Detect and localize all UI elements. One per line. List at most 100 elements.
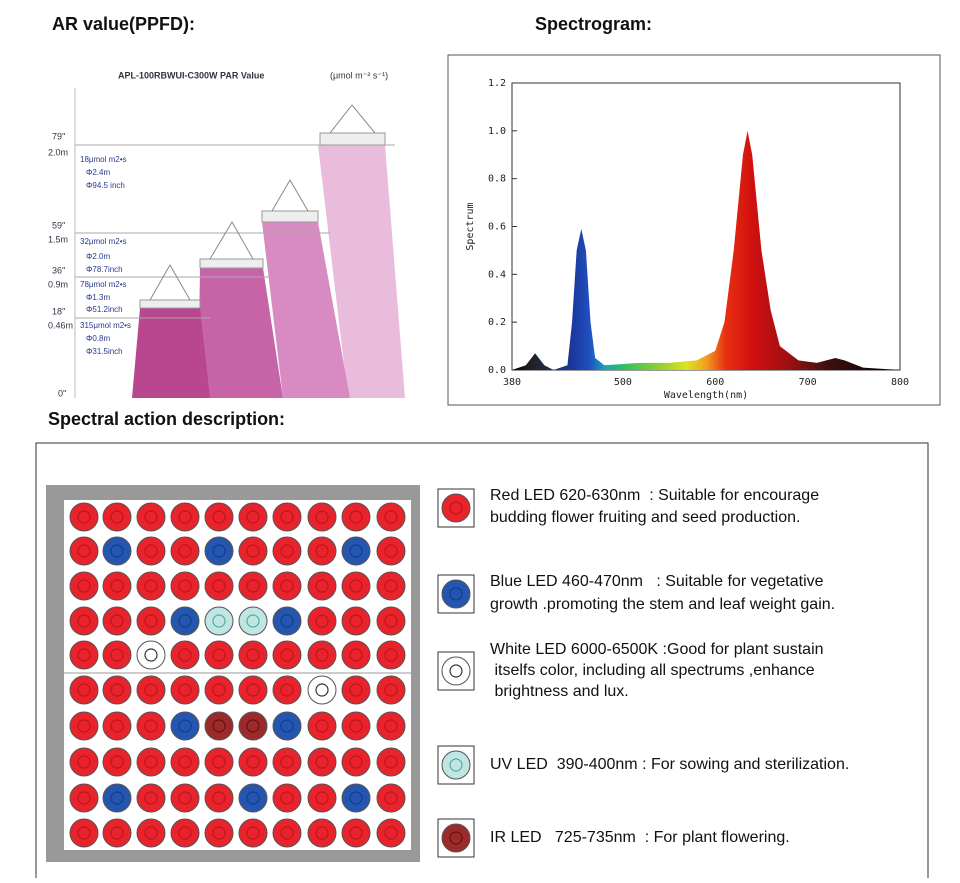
led xyxy=(136,571,166,601)
legend-text: IR LED 725-735nm : For plant flowering. xyxy=(490,829,790,846)
led xyxy=(102,783,132,813)
led-inner xyxy=(110,544,124,558)
led-inner xyxy=(315,648,329,662)
led-inner xyxy=(280,579,294,593)
led xyxy=(238,711,268,741)
led-inner xyxy=(77,510,91,524)
led xyxy=(170,711,200,741)
led-inner xyxy=(280,719,294,733)
led-inner xyxy=(144,614,158,628)
legend-text: budding flower fruiting and seed product… xyxy=(490,509,800,526)
legend-text: UV LED 390-400nm : For sowing and steril… xyxy=(490,756,849,773)
led-inner xyxy=(246,579,260,593)
led xyxy=(170,818,200,848)
led xyxy=(69,818,99,848)
led xyxy=(204,711,234,741)
led xyxy=(341,571,371,601)
light-cone xyxy=(318,145,405,398)
lamp-hanger xyxy=(149,104,376,301)
led-inner xyxy=(384,755,398,769)
lamp xyxy=(261,210,319,223)
ppfd-note: 32μmol m2•s xyxy=(80,237,127,246)
led-inner xyxy=(110,755,124,769)
led xyxy=(341,640,371,670)
led-inner xyxy=(384,826,398,840)
height-meter: 1.5m xyxy=(48,234,68,244)
led xyxy=(170,571,200,601)
led xyxy=(341,536,371,566)
led xyxy=(272,536,302,566)
led xyxy=(307,640,337,670)
led xyxy=(307,783,337,813)
section-title: Spectral action description: xyxy=(48,409,285,429)
led xyxy=(170,675,200,705)
y-tick-label: 0.0 xyxy=(488,365,506,376)
led xyxy=(102,711,132,741)
led xyxy=(272,675,302,705)
led xyxy=(238,675,268,705)
y-tick-label: 0.4 xyxy=(488,269,506,280)
led xyxy=(272,783,302,813)
legend-led-inner xyxy=(449,587,463,601)
led-inner xyxy=(144,510,158,524)
led-inner xyxy=(349,791,363,805)
led-inner xyxy=(280,683,294,697)
led xyxy=(170,783,200,813)
led-inner xyxy=(246,826,260,840)
led xyxy=(272,818,302,848)
led-inner xyxy=(212,510,226,524)
ppfd-note: Φ51.2inch xyxy=(86,305,123,314)
height-inch: 36'' xyxy=(52,265,66,275)
led xyxy=(272,606,302,636)
lamp xyxy=(139,299,201,309)
led xyxy=(307,747,337,777)
led-inner xyxy=(280,510,294,524)
ppfd-note: 315μmol m2•s xyxy=(80,321,131,330)
led xyxy=(204,675,234,705)
led-inner xyxy=(178,826,192,840)
led-inner xyxy=(315,510,329,524)
led xyxy=(204,747,234,777)
height-meter: 0.46m xyxy=(48,320,73,330)
y-tick-label: 0.6 xyxy=(488,222,506,233)
led-inner xyxy=(110,826,124,840)
led xyxy=(307,818,337,848)
legend-text: White LED 6000-6500K :Good for plant sus… xyxy=(490,641,824,658)
led xyxy=(69,711,99,741)
led-inner xyxy=(178,510,192,524)
led-inner xyxy=(315,614,329,628)
legend-led-inner xyxy=(449,758,463,772)
y-tick-label: 0.2 xyxy=(488,317,506,328)
chart-title: Spectrogram: xyxy=(535,14,652,34)
led xyxy=(272,502,302,532)
led-inner xyxy=(110,791,124,805)
ppfd-diagram xyxy=(74,88,405,398)
led-inner xyxy=(110,648,124,662)
led xyxy=(69,747,99,777)
x-tick-label: 700 xyxy=(799,377,817,388)
led-inner xyxy=(212,826,226,840)
led-inner xyxy=(315,826,329,840)
legend-text: itselfs color, including all spectrums ,… xyxy=(490,662,815,679)
led xyxy=(69,606,99,636)
led xyxy=(136,675,166,705)
led-inner xyxy=(110,510,124,524)
spectrogram-frame xyxy=(447,54,941,406)
led xyxy=(170,747,200,777)
led-inner xyxy=(110,614,124,628)
led xyxy=(307,675,337,705)
led-inner xyxy=(280,755,294,769)
led xyxy=(376,536,406,566)
led xyxy=(272,747,302,777)
height-inch: 59'' xyxy=(52,220,66,230)
led-inner xyxy=(110,683,124,697)
light-cone xyxy=(198,268,283,398)
led xyxy=(204,640,234,670)
legend-led-inner xyxy=(449,501,463,515)
ppfd-note: Φ0.8m xyxy=(86,334,111,343)
led xyxy=(204,536,234,566)
led-inner xyxy=(178,579,192,593)
led-inner xyxy=(212,755,226,769)
led-inner xyxy=(246,544,260,558)
height-meter: 2.0m xyxy=(48,147,68,157)
